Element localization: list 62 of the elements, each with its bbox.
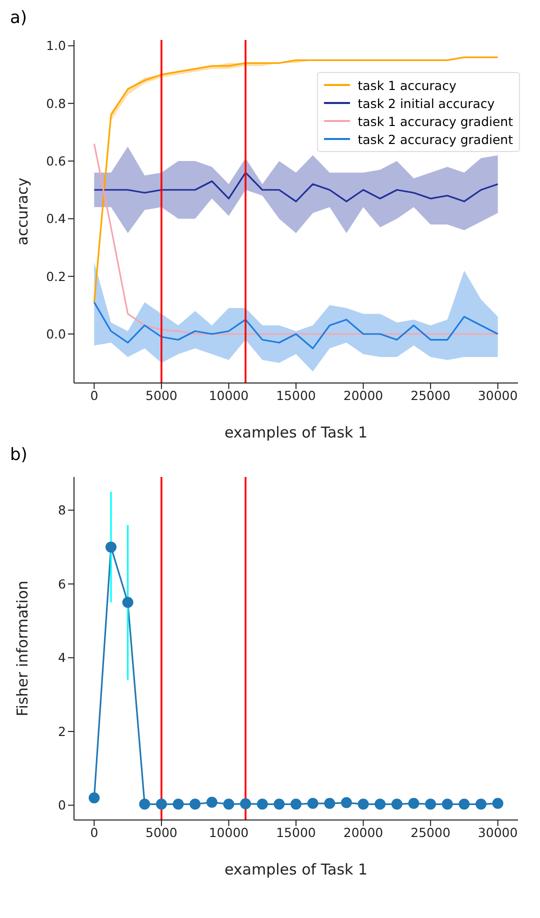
chart-title: a) (9, 8, 28, 30)
point (156, 798, 167, 810)
point (442, 798, 453, 810)
y-tick-label: 0.6 (46, 153, 66, 168)
point (290, 798, 302, 810)
x-tick-label: 5000 (146, 824, 178, 840)
y-tick-label: 0.4 (46, 211, 66, 226)
x-tick-label: 10000 (208, 388, 249, 403)
y-tick-label: 0.8 (46, 96, 66, 111)
x-tick-label: 10000 (208, 824, 249, 840)
y-tick-label: 8 (58, 502, 66, 518)
point (340, 797, 352, 808)
x-tick-label: 0 (90, 388, 98, 403)
y-tick-label: 1.0 (46, 38, 66, 54)
x-axis-title: examples of Task 1 (224, 424, 368, 442)
point (307, 798, 318, 809)
y-tick-label: 2 (58, 724, 66, 739)
y-axis-title: accuracy (13, 178, 32, 246)
legend-label: task 2 accuracy gradient (358, 132, 513, 146)
x-tick-label: 30000 (478, 388, 518, 403)
y-tick-label: 0.0 (46, 326, 66, 342)
x-tick-label: 15000 (276, 824, 316, 840)
x-tick-label: 25000 (410, 388, 450, 403)
point (476, 798, 486, 810)
point (425, 798, 436, 810)
line-series (93, 301, 499, 350)
point (391, 798, 402, 810)
point (240, 798, 252, 810)
x-tick-label: 0 (90, 824, 98, 840)
x-tick-label: 15000 (276, 388, 316, 403)
x-tick-label: 5000 (146, 388, 178, 403)
legend-label: task 2 initial accuracy (358, 96, 495, 110)
y-axis-title: Fisher information (13, 580, 32, 716)
point (106, 542, 116, 553)
point (223, 798, 234, 810)
point (458, 798, 470, 810)
legend-label: task 1 accuracy gradient (358, 114, 513, 128)
x-tick-label: 20000 (343, 388, 384, 403)
point (139, 798, 150, 810)
y-tick-label: 0 (58, 798, 66, 813)
point (358, 798, 369, 810)
y-tick-label: 6 (58, 576, 66, 592)
chart-title: b) (9, 445, 28, 467)
point (206, 796, 218, 808)
point (274, 798, 285, 810)
point (374, 798, 386, 810)
point (256, 798, 268, 810)
x-tick-label: 30000 (478, 824, 518, 840)
point (172, 798, 184, 810)
point (492, 798, 504, 809)
y-tick-label: 4 (58, 650, 66, 666)
point (408, 798, 420, 809)
x-tick-label: 25000 (410, 824, 450, 840)
point (324, 798, 336, 809)
point (190, 798, 201, 810)
x-tick-label: 20000 (343, 824, 384, 840)
legend-label: task 1 accuracy (358, 78, 456, 92)
point (122, 596, 134, 608)
line-series (93, 172, 499, 202)
point (88, 792, 100, 804)
y-tick-label: 0.2 (46, 268, 66, 284)
x-axis-title: examples of Task 1 (224, 860, 368, 879)
